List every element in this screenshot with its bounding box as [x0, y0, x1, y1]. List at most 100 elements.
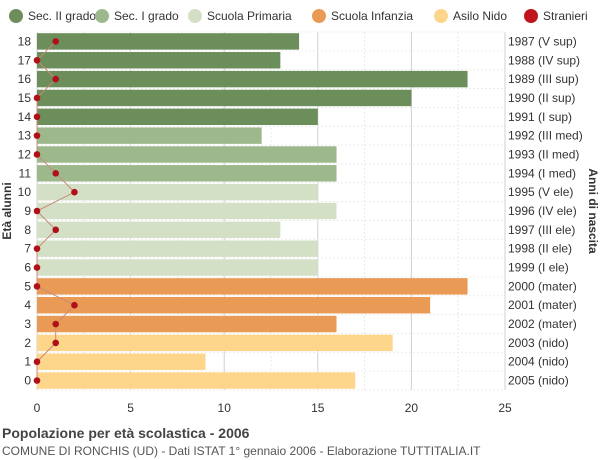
y2-tick-label: 1988 (IV sup): [508, 53, 580, 67]
bars: [37, 33, 468, 389]
bar: [37, 70, 468, 88]
y2-tick-label: 2003 (nido): [508, 336, 569, 350]
legend-marker: [434, 9, 448, 23]
x-axis: 0 5 10 15 20 25: [34, 401, 512, 415]
y2-tick-label: 2005 (nido): [508, 374, 569, 388]
bar: [37, 146, 337, 163]
y2-tick-label: 2002 (mater): [508, 317, 577, 331]
y-tick-label: 4: [24, 298, 31, 312]
y-tick-label: 14: [18, 110, 32, 124]
y2-tick-label: 1992 (III med): [508, 129, 583, 143]
y2-tick-label: 1993 (II med): [508, 147, 579, 161]
stranieri-point: [33, 358, 41, 366]
y2-tick-label: 1995 (V ele): [508, 185, 573, 199]
bar: [37, 33, 300, 50]
grid: [36, 31, 506, 391]
stranieri-point: [52, 170, 60, 177]
legend-label: Stranieri: [543, 9, 588, 23]
y-tick-label: 10: [18, 185, 32, 199]
y2-tick-label: 1991 (I sup): [508, 110, 572, 124]
bar: [37, 183, 318, 201]
legend-marker: [9, 9, 23, 23]
y-tick-label: 16: [18, 72, 32, 86]
x-tick-label: 0: [34, 401, 41, 415]
chart-footer-subtitle: COMUNE DI RONCHIS (UD) - Dati ISTAT 1° g…: [2, 444, 481, 458]
stranieri-point: [33, 151, 41, 158]
chart-footer-title: Popolazione per età scolastica - 2006: [2, 425, 250, 441]
y-tick-label: 8: [24, 223, 31, 237]
y-tick-label: 9: [24, 204, 31, 218]
y2-tick-label: 1989 (III sup): [508, 72, 579, 86]
chart: Sec. II grado Sec. I grado Scuola Primaria…: [0, 9, 600, 415]
bar: [37, 372, 356, 389]
bar: [37, 127, 262, 144]
y2-axis-label: Anni di nascita: [586, 168, 600, 254]
stranieri-point: [33, 264, 41, 271]
y2-tick-label: 1990 (II sup): [508, 91, 575, 105]
stranieri-point: [52, 75, 60, 83]
y2-tick-label: 2004 (nido): [508, 355, 569, 369]
y2-tick-label: 1987 (V sup): [508, 34, 577, 48]
bar: [37, 353, 206, 370]
stranieri-point: [33, 377, 41, 384]
legend-label: Sec. I grado: [114, 9, 179, 23]
y-tick-label: 0: [24, 374, 31, 388]
legend-marker: [95, 9, 109, 23]
legend-label: Scuola Infanzia: [331, 9, 413, 23]
stranieri-point: [33, 283, 41, 290]
y2-tick-label: 1996 (IV ele): [508, 204, 577, 218]
legend-item: Asilo Nido: [434, 9, 507, 23]
stranieri-point: [71, 301, 78, 309]
x-tick-label: 15: [311, 401, 325, 415]
legend-marker: [524, 9, 538, 23]
y-tick-label: 1: [24, 355, 31, 369]
y-tick-label: 5: [24, 279, 31, 293]
stranieri-point: [52, 339, 60, 347]
bar: [37, 108, 318, 126]
stranieri-point: [52, 320, 60, 328]
x-tick-label: 5: [127, 401, 134, 415]
legend-item: Scuola Infanzia: [312, 9, 413, 23]
stranieri-point: [33, 113, 41, 121]
stranieri-series: [33, 38, 78, 384]
bar: [37, 240, 318, 257]
legend-item: Sec. I grado: [95, 9, 179, 23]
y2-tick-label: 2001 (mater): [508, 298, 577, 312]
y2-tick-label: 1998 (II ele): [508, 242, 572, 256]
x-tick-label: 25: [498, 401, 512, 415]
legend: Sec. II grado Sec. I grado Scuola Primaria…: [9, 9, 588, 23]
y-tick-label: 12: [18, 147, 32, 161]
y-tick-label: 2: [24, 336, 31, 350]
y-tick-label: 15: [18, 91, 32, 105]
stranieri-point: [33, 132, 41, 139]
y-axis-label: Età alunni: [0, 182, 14, 239]
y-tick-label: 11: [19, 166, 32, 180]
y-tick-label: 17: [18, 53, 32, 67]
y-tick-label: 7: [24, 242, 31, 256]
y-tick-label: 6: [24, 261, 31, 275]
stranieri-point: [33, 56, 41, 64]
stranieri-point: [52, 226, 60, 234]
bar: [37, 259, 318, 276]
x-tick-label: 10: [218, 401, 232, 415]
y-tick-label: 18: [18, 34, 32, 48]
y-tick-label: 3: [24, 317, 31, 331]
legend-marker: [312, 9, 326, 23]
bar: [37, 296, 431, 314]
bar: [37, 315, 337, 333]
y2-tick-label: 1999 (I ele): [508, 261, 569, 275]
bar: [37, 165, 337, 182]
legend-label: Scuola Primaria: [207, 9, 292, 23]
bar: [37, 334, 393, 352]
stranieri-point: [33, 207, 41, 215]
bar: [37, 52, 281, 69]
y-axis-birth-years: 1987 (V sup) 1988 (IV sup) 1989 (III sup) 1…: [508, 34, 583, 387]
y2-tick-label: 1994 (I med): [508, 166, 576, 180]
bar: [37, 202, 337, 220]
y2-tick-label: 1997 (III ele): [508, 223, 575, 237]
bar: [37, 221, 281, 239]
bar: [37, 278, 468, 295]
x-tick-label: 20: [405, 401, 419, 415]
stranieri-point: [52, 38, 60, 45]
